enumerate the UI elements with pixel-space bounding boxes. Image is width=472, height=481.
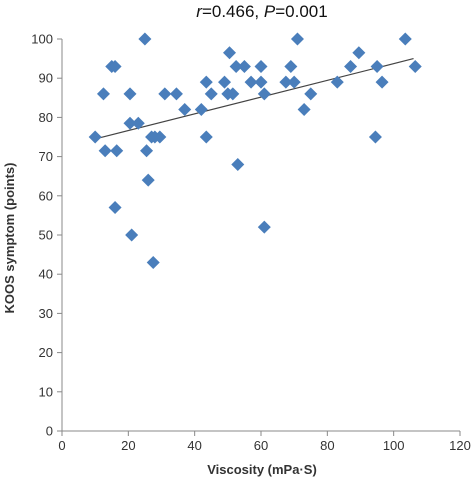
data-point xyxy=(279,75,293,89)
y-tick-label: 80 xyxy=(39,110,53,125)
title-p-value: =0.001 xyxy=(275,2,327,21)
data-point xyxy=(96,87,110,101)
data-point xyxy=(297,103,311,117)
data-point xyxy=(204,87,218,101)
data-point xyxy=(123,87,137,101)
data-point xyxy=(244,75,258,89)
y-axis-ticks: 0 10 20 30 40 50 60 70 80 90 100 xyxy=(31,32,62,439)
chart-title: r=0.466, P=0.001 xyxy=(196,2,327,21)
data-point xyxy=(141,173,155,187)
x-tick-label: 100 xyxy=(383,438,405,453)
data-point xyxy=(131,116,145,130)
data-point xyxy=(98,144,112,158)
data-point xyxy=(138,32,152,46)
data-point xyxy=(146,255,160,269)
data-point xyxy=(194,103,208,117)
y-tick-label: 40 xyxy=(39,267,53,282)
data-point xyxy=(352,46,366,60)
data-point xyxy=(257,220,271,234)
data-point xyxy=(287,75,301,89)
title-r-value: =0.466, xyxy=(202,2,264,21)
data-point xyxy=(304,87,318,101)
data-point xyxy=(344,59,358,73)
data-point xyxy=(169,87,183,101)
data-point xyxy=(140,144,154,158)
data-point xyxy=(257,87,271,101)
data-point xyxy=(123,116,137,130)
x-axis-label: Viscosity (mPa·S) xyxy=(207,462,317,477)
x-axis-ticks: 0 20 40 60 80 100 120 xyxy=(58,431,471,453)
data-point xyxy=(330,75,344,89)
data-point xyxy=(178,103,192,117)
data-point xyxy=(237,59,251,73)
data-point xyxy=(229,59,243,73)
data-point xyxy=(370,59,384,73)
data-point xyxy=(284,59,298,73)
y-tick-label: 50 xyxy=(39,228,53,243)
data-point xyxy=(199,130,213,144)
data-point xyxy=(108,201,122,215)
data-point xyxy=(398,32,412,46)
x-tick-label: 120 xyxy=(449,438,471,453)
data-point xyxy=(158,87,172,101)
data-point xyxy=(222,46,236,60)
data-point xyxy=(368,130,382,144)
data-point xyxy=(110,144,124,158)
data-point xyxy=(108,59,122,73)
data-point xyxy=(408,59,422,73)
y-tick-label: 0 xyxy=(46,424,53,439)
x-tick-label: 60 xyxy=(254,438,268,453)
data-point xyxy=(290,32,304,46)
data-points xyxy=(88,32,422,269)
x-tick-label: 0 xyxy=(58,438,65,453)
data-point xyxy=(254,59,268,73)
data-point xyxy=(375,75,389,89)
data-point xyxy=(153,130,167,144)
data-point xyxy=(231,157,245,171)
title-p-symbol: P xyxy=(264,2,276,21)
data-point xyxy=(125,228,139,242)
title-r-symbol: r xyxy=(196,2,203,21)
y-axis-label: KOOS symptom (points) xyxy=(2,163,17,314)
y-tick-label: 60 xyxy=(39,188,53,203)
x-tick-label: 40 xyxy=(187,438,201,453)
data-point xyxy=(218,75,232,89)
y-tick-label: 90 xyxy=(39,71,53,86)
data-point xyxy=(254,75,268,89)
y-tick-label: 100 xyxy=(31,32,53,47)
x-tick-label: 80 xyxy=(320,438,334,453)
y-tick-label: 20 xyxy=(39,345,53,360)
data-point xyxy=(226,87,240,101)
data-point xyxy=(199,75,213,89)
y-tick-label: 30 xyxy=(39,306,53,321)
y-tick-label: 70 xyxy=(39,149,53,164)
y-tick-label: 10 xyxy=(39,384,53,399)
x-tick-label: 20 xyxy=(121,438,135,453)
trend-line xyxy=(95,58,414,140)
data-point xyxy=(88,130,102,144)
